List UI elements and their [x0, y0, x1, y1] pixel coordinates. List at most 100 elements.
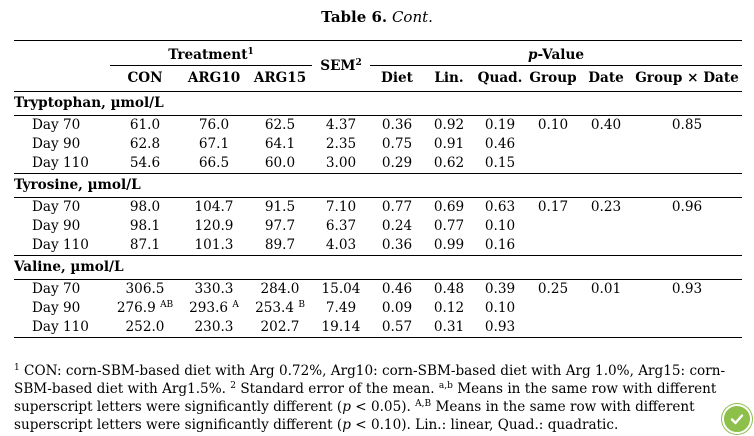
- cell-gxd: [632, 217, 742, 236]
- cell-value: 4.37: [325, 117, 357, 133]
- cell-con: 61.0: [110, 116, 180, 136]
- cell-value: 0.91: [433, 136, 465, 152]
- cell-value: 0.93: [484, 319, 516, 335]
- cell-value: 330.3: [194, 281, 234, 297]
- cell-gxd: [632, 318, 742, 338]
- footnote: 1 CON: corn-SBM-based diet with Arg 0.72…: [14, 362, 742, 434]
- cell-date: [580, 236, 632, 256]
- cell-date: [580, 299, 632, 318]
- cell-date: [580, 318, 632, 338]
- cell-value: 97.7: [264, 218, 296, 234]
- cell-value: 2.35: [325, 136, 357, 152]
- col-arg15: ARG15: [253, 69, 307, 86]
- cell-value: 0.46: [381, 281, 413, 297]
- table-row: Day 90 276.9 AB 293.6 A 253.4 B 7.49 0.09 0.12…: [14, 299, 742, 318]
- table-row: Day 90 62.8 67.1 64.1 2.35 0.75 0.91 0.46: [14, 135, 742, 154]
- cell-value: 0.69: [433, 199, 465, 215]
- cell-value: 284.0: [260, 281, 300, 297]
- cell-value: 306.5: [125, 281, 165, 297]
- cell-value: 0.57: [381, 319, 413, 335]
- sem-sup: 2: [355, 57, 362, 68]
- foot-text-3: Means in the same row with different sup…: [14, 381, 717, 415]
- cell-value: 0.40: [590, 117, 622, 133]
- cell-value: 0.77: [381, 199, 413, 215]
- section-title: Tryptophan, µmol/L: [14, 95, 164, 111]
- cell-value: 0.17: [537, 199, 569, 215]
- cell-group: [526, 135, 580, 154]
- cell-group: [526, 154, 580, 174]
- cell-lin: 0.31: [424, 318, 474, 338]
- cell-sem: 4.37: [312, 116, 370, 136]
- cell-quad: 0.16: [474, 236, 526, 256]
- cell-value: 98.1: [129, 218, 161, 234]
- cell-lin: 0.91: [424, 135, 474, 154]
- cell-value: 62.5: [264, 117, 296, 133]
- check-svg: [730, 414, 744, 425]
- row-label: Day 110: [32, 237, 89, 253]
- row-label: Day 90: [32, 136, 81, 152]
- pvalue-header: p-Value: [370, 40, 742, 66]
- cell-diet: 0.36: [370, 236, 424, 256]
- cell-value: 0.93: [671, 281, 703, 297]
- cell-sem: 4.03: [312, 236, 370, 256]
- cell-value: 67.1: [198, 136, 230, 152]
- foot-text-1: CON: corn-SBM-based diet with Arg 0.72%,…: [14, 363, 726, 397]
- treatment-sup: 1: [247, 46, 254, 57]
- cell-diet: 0.46: [370, 280, 424, 300]
- cell-group: [526, 217, 580, 236]
- cell-value: 0.75: [381, 136, 413, 152]
- cell-lin: 0.99: [424, 236, 474, 256]
- cell-quad: 0.15: [474, 154, 526, 174]
- cell-arg10: 76.0: [180, 116, 248, 136]
- foot-sup-1: 1: [14, 363, 20, 373]
- col-diet: Diet: [381, 69, 413, 86]
- cell-superscript: A: [232, 300, 239, 310]
- cell-group: [526, 299, 580, 318]
- cell-value: 7.49: [325, 300, 357, 316]
- table-row: Day 90 98.1 120.9 97.7 6.37 0.24 0.77 0.10: [14, 217, 742, 236]
- cell-diet: 0.57: [370, 318, 424, 338]
- cell-value: 91.5: [264, 199, 296, 215]
- cell-superscript: AB: [160, 300, 174, 310]
- treatment-header: Treatment1: [110, 40, 312, 66]
- cell-diet: 0.36: [370, 116, 424, 136]
- cell-value: 0.92: [433, 117, 465, 133]
- cell-arg15: 62.5: [248, 116, 312, 136]
- cell-quad: 0.39: [474, 280, 526, 300]
- cell-value: 3.00: [325, 155, 357, 171]
- cell-quad: 0.10: [474, 217, 526, 236]
- cell-value: 60.0: [264, 155, 296, 171]
- cell-value: 0.23: [590, 199, 622, 215]
- cell-arg15: 202.7: [248, 318, 312, 338]
- cell-date: 0.23: [580, 198, 632, 218]
- cell-value: 0.24: [381, 218, 413, 234]
- cell-arg10: 104.7: [180, 198, 248, 218]
- cell-value: 0.29: [381, 155, 413, 171]
- cell-con: 252.0: [110, 318, 180, 338]
- cell-value: 19.14: [321, 319, 361, 335]
- foot-sup-4: A,B: [415, 399, 432, 409]
- check-circle-icon[interactable]: [722, 404, 752, 434]
- cell-arg15: 89.7: [248, 236, 312, 256]
- cell-group: [526, 236, 580, 256]
- cell-value: 61.0: [129, 117, 161, 133]
- row-label: Day 90: [32, 218, 81, 234]
- cell-con: 54.6: [110, 154, 180, 174]
- cell-value: 0.09: [381, 300, 413, 316]
- foot-text-4: < 0.05).: [350, 399, 416, 415]
- cell-value: 62.8: [129, 136, 161, 152]
- cell-arg15: 97.7: [248, 217, 312, 236]
- header-blank-2: [14, 65, 110, 92]
- foot-p-1: p: [342, 399, 351, 415]
- cell-con: 87.1: [110, 236, 180, 256]
- header-row-1: Treatment1 SEM2 p-Value: [14, 40, 742, 74]
- foot-text-6: < 0.10). Lin.: linear, Quad.: quadratic.: [350, 417, 619, 433]
- cell-quad: 0.93: [474, 318, 526, 338]
- cell-arg10: 67.1: [180, 135, 248, 154]
- cell-value: 54.6: [129, 155, 161, 171]
- section-title: Valine, µmol/L: [14, 259, 124, 275]
- cell-value: 64.1: [264, 136, 296, 152]
- col-arg10: ARG10: [187, 69, 241, 86]
- table-row: Day 70 306.5 330.3 284.0 15.04 0.46 0.48 0.3…: [14, 279, 742, 300]
- cell-value: 0.96: [671, 199, 703, 215]
